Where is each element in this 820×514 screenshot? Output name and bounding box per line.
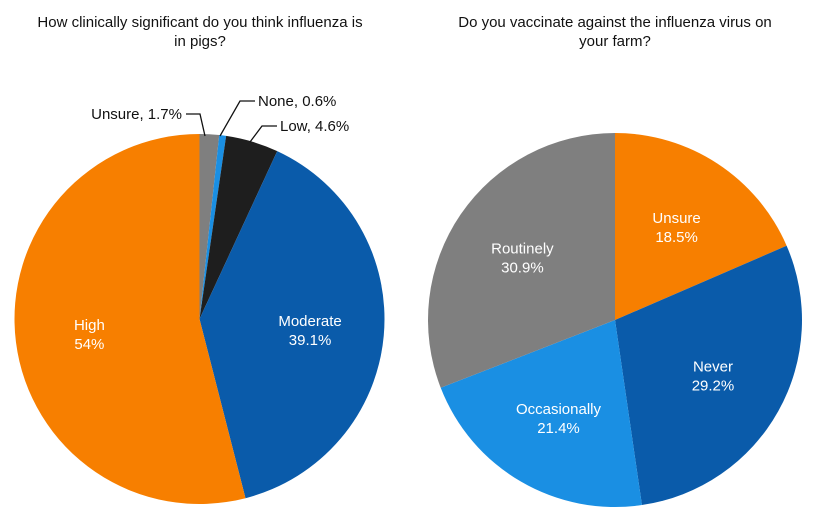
data-value-occasionally: 21.4% <box>537 420 580 437</box>
data-label-none: None, 0.6% <box>258 93 336 110</box>
data-label-unsure: Unsure, 1.7% <box>91 106 182 123</box>
pie-slice-none <box>199 135 227 319</box>
data-label-low: Low, 4.6% <box>280 118 349 135</box>
leader-line <box>219 100 255 137</box>
data-value-unsure: 18.5% <box>655 229 698 246</box>
pie-slice-unsure <box>199 134 220 319</box>
data-label-routinely: Routinely <box>491 241 554 258</box>
data-value-never: 29.2% <box>692 378 735 395</box>
data-label-never: Never <box>693 359 733 376</box>
pie-slice-routinely <box>427 133 615 388</box>
pie-slice-never <box>615 245 802 506</box>
data-label-moderate: Moderate <box>278 313 341 330</box>
data-value-routinely: 30.9% <box>501 260 544 277</box>
pie-slice-unsure <box>615 133 787 320</box>
data-value-high: 54% <box>74 336 104 353</box>
leader-line <box>249 125 277 143</box>
data-label-high: High <box>74 317 105 334</box>
left-chart-title: How clinically significant do you think … <box>37 14 363 50</box>
right-chart-title: Do you vaccinate against the influenza v… <box>458 14 772 50</box>
data-label-unsure: Unsure <box>652 210 700 227</box>
pie-slice-high <box>14 134 246 505</box>
pie-slice-low <box>199 135 278 319</box>
data-label-occasionally: Occasionally <box>516 401 602 418</box>
data-value-moderate: 39.1% <box>289 332 332 349</box>
leader-line <box>186 113 206 137</box>
pie-slice-occasionally <box>440 320 642 507</box>
pie-slice-moderate <box>199 151 385 499</box>
